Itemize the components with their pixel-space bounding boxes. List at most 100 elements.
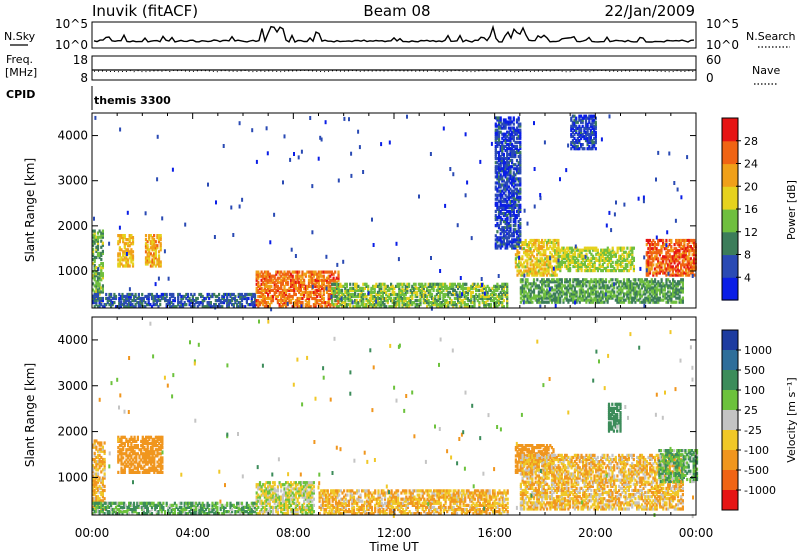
power-cell [556,274,558,277]
power-cell [479,160,481,164]
power-cell [301,301,303,304]
power-cell [449,167,451,171]
power-cell [342,260,344,264]
power-cell [613,282,615,286]
power-cell [431,293,433,296]
power-cell [633,257,635,260]
power-cell [519,238,521,241]
power-cell [567,144,569,148]
power-cell [371,218,373,222]
power-cell [613,290,615,293]
power-cell [670,239,672,242]
power-cell [197,297,199,300]
power-cell [161,216,163,220]
power-cell [349,283,351,286]
power-cell [661,278,663,281]
power-cell [210,301,212,304]
noise-tick-bottom-left: 10^0 [55,38,88,52]
power-cell [295,254,297,258]
power-cell [291,248,293,252]
power-cell [359,145,361,149]
power-cell [693,239,695,242]
power-cell [156,177,158,181]
cpid-program: themis 3300 [94,94,171,107]
power-cell [639,267,641,271]
power-cell [668,272,670,276]
power-cell [569,267,571,270]
power-cell [670,245,672,248]
power-cell [158,277,160,281]
power-cell [350,174,352,178]
power-cell [187,293,189,296]
power-cell [519,246,521,249]
power-cell [612,261,614,264]
power-cell [613,286,615,289]
power-cell [174,297,176,300]
power-cell [531,301,533,304]
freq-label: Freq. [6,53,33,66]
power-cell [118,305,120,309]
power-cell [519,222,521,225]
power-cell [559,177,561,181]
power-cell [585,284,587,287]
power-cell [185,303,187,306]
noise-panel: 10^5 10^0 10^5 10^0 N.Sky N.Search [4,17,796,52]
power-cell [503,153,505,156]
power-cell [553,267,555,271]
power-cell [623,203,625,207]
nave-tick-top: 60 [706,53,721,67]
power-cell [665,243,667,247]
power-cell [531,259,533,262]
power-cell [166,293,168,296]
power-cell [519,177,521,180]
power-cell [367,285,369,288]
noise-tick-bottom-right: 10^0 [706,38,739,52]
power-cell [513,123,515,126]
power-cell [267,151,269,155]
power-cell [574,301,576,305]
power-cell [519,123,521,126]
power-cell [270,285,272,288]
power-cell [675,301,677,304]
power-cell [156,244,158,247]
power-cell [657,257,659,260]
power-cell [110,293,112,296]
power-cell [534,167,536,171]
power-cell [132,262,134,265]
power-cell [251,128,253,132]
power-cell [102,262,104,265]
power-cell [601,137,603,141]
power-cell [129,264,131,267]
power-cell [184,223,186,227]
power-cell [652,263,654,266]
power-cell [518,116,520,119]
power-cell [214,235,216,239]
power-cell [643,304,645,308]
power-y-axis-label: Slant Range [km] [23,158,37,262]
power-cell [119,226,121,230]
power-cell [575,245,577,249]
power-cell [341,289,343,292]
power-cell [239,205,241,209]
power-cell [303,279,305,282]
power-cell [97,267,99,271]
power-cell [164,249,166,253]
power-cell [523,274,525,278]
y-tick-label: 2000 [57,219,88,233]
power-cell [526,278,528,281]
power-cell [99,282,101,285]
power-cell [491,142,493,146]
power-cell [338,179,340,183]
power-cell [147,244,149,247]
power-cell [519,196,521,199]
y-tick-label: 4000 [57,129,88,143]
noise-trace [94,27,694,42]
power-cell [153,234,155,237]
power-cell [465,193,467,197]
power-cell [172,293,174,296]
power-cell [287,302,289,306]
nsky-label: N.Sky [4,30,36,43]
power-cell [266,126,268,130]
power-cell [430,152,432,156]
